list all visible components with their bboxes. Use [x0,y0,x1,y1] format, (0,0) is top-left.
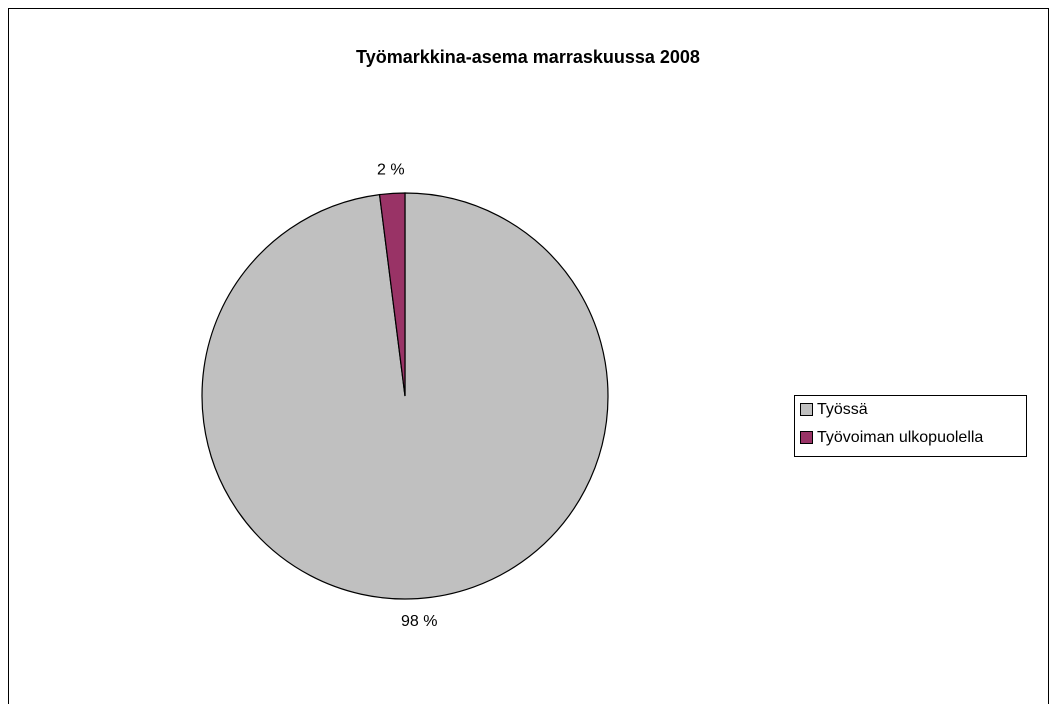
legend-label: Työssä [817,401,868,418]
legend-box [794,395,1027,457]
legend-swatch [800,431,813,444]
chart-title: Työmarkkina-asema marraskuussa 2008 [356,47,700,67]
data-label: 98 % [401,613,437,630]
data-label: 2 % [377,162,405,179]
legend-label: Työvoiman ulkopuolella [817,429,983,446]
legend-swatch [800,403,813,416]
pie-slice [378,192,406,397]
